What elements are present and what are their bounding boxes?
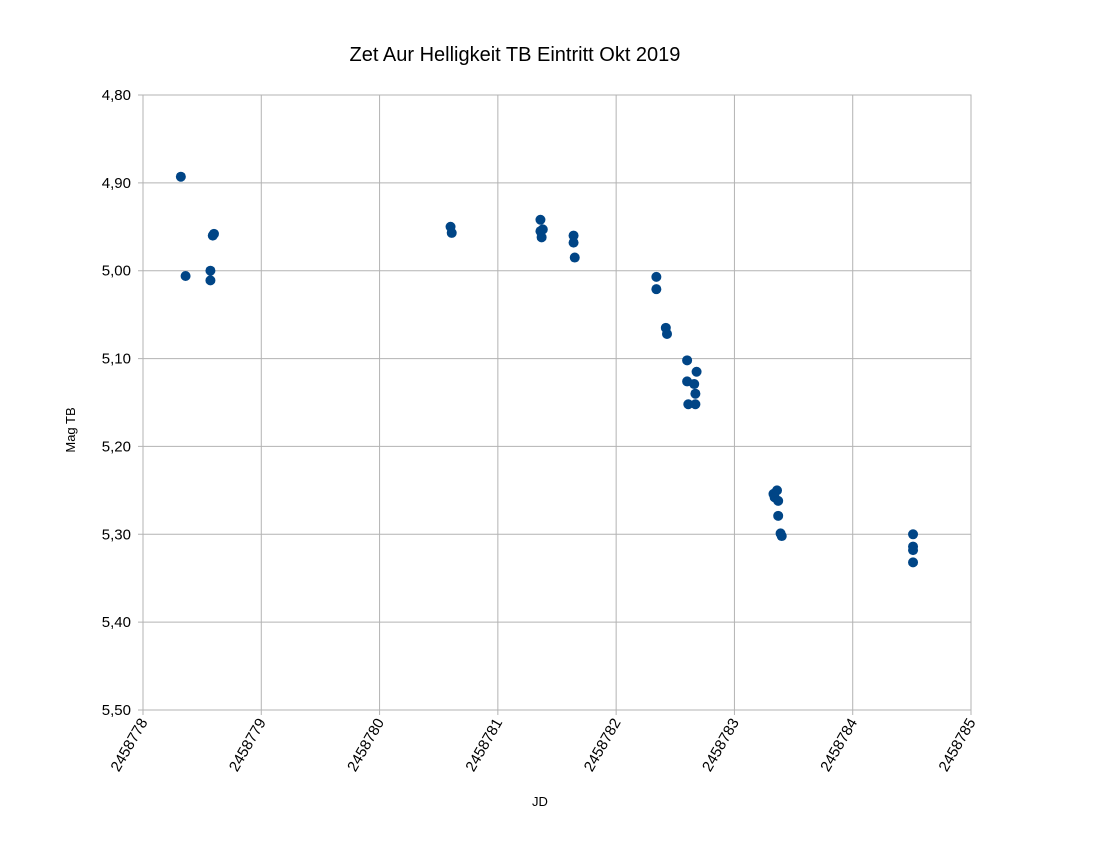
data-point [569,252,580,263]
y-tick-label: 4,90 [102,175,131,192]
data-point [446,227,457,238]
data-point [205,265,216,276]
data-point [651,271,662,282]
data-point [175,171,186,182]
y-tick-label: 5,20 [102,438,131,455]
x-tick-label: 2458779 [226,716,270,775]
grid [138,94,972,715]
y-tick-label: 5,40 [102,614,131,631]
y-axis-label: Mag TB [63,407,78,452]
data-point [537,224,548,235]
data-point [683,399,694,410]
data-point [908,557,919,568]
data-point [773,510,784,521]
data-point [208,228,219,239]
plot-area [142,94,972,711]
x-tick-label: 2458780 [344,716,388,775]
x-tick-label: 2458785 [936,716,980,775]
data-point [180,270,191,281]
x-tick-label: 2458782 [581,716,625,775]
data-point [690,388,701,399]
data-points [175,171,919,568]
data-point [535,214,546,225]
data-point [682,355,693,366]
y-tick-label: 5,30 [102,526,131,543]
data-point [205,275,216,286]
data-point [776,531,787,542]
data-point [772,485,783,496]
data-point [568,230,579,241]
y-tick-label: 5,50 [102,702,131,719]
x-axis-ticks: 2458778 2458779 2458780 2458781 2458782 24587… [108,716,980,775]
x-tick-label: 2458784 [817,716,861,775]
data-point [651,284,662,295]
y-tick-label: 4,80 [102,87,131,104]
data-point [662,328,673,339]
chart-title: Zet Aur Helligkeit TB Eintritt Okt 2019 [350,44,681,66]
data-point [689,379,700,390]
data-point [908,529,919,540]
x-tick-label: 2458778 [108,716,152,775]
y-tick-label: 5,10 [102,351,131,368]
data-point [568,237,579,248]
y-tick-label: 5,00 [102,263,131,280]
data-point [690,399,701,410]
x-axis-label: JD [532,794,548,809]
data-point [773,495,784,506]
data-point [908,545,919,556]
data-point [536,232,547,243]
x-tick-label: 2458783 [699,716,743,775]
data-point [691,366,702,377]
x-tick-label: 2458781 [462,716,506,775]
y-axis-ticks: 4,80 4,90 5,00 5,10 5,20 5,30 5,40 5,50 [102,87,131,719]
